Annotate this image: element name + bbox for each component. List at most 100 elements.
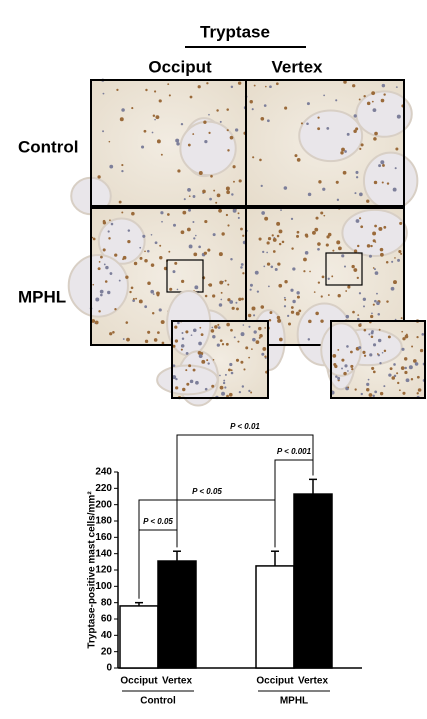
cell (337, 294, 341, 298)
cell (202, 189, 206, 194)
cell (121, 211, 124, 214)
cell (135, 297, 138, 300)
cell (404, 370, 408, 375)
cell (314, 227, 319, 232)
cell (144, 339, 149, 344)
cell (366, 199, 370, 203)
cell (237, 212, 240, 215)
cell (212, 233, 216, 237)
cell (358, 292, 362, 295)
cell (104, 280, 108, 283)
cell (366, 101, 371, 106)
cell (315, 311, 319, 316)
cell (181, 337, 185, 340)
cell (143, 129, 147, 133)
cell (211, 326, 214, 329)
cell (368, 393, 373, 397)
cell (208, 131, 211, 134)
cell (317, 127, 321, 131)
cell (188, 195, 191, 198)
cell (131, 107, 134, 110)
cell (204, 140, 208, 144)
cell (154, 90, 157, 93)
cell (337, 349, 340, 351)
cell (230, 85, 234, 89)
cell (318, 180, 322, 184)
cell (167, 213, 170, 216)
x-tick-label: Occiput (256, 676, 294, 687)
cell (233, 336, 236, 339)
cell (226, 108, 229, 111)
annotation: P < 0.05 (192, 487, 222, 496)
cell (150, 263, 155, 267)
cell (256, 290, 260, 293)
cell (309, 270, 311, 273)
bar (119, 605, 159, 669)
cell (400, 252, 403, 255)
cell (211, 384, 215, 388)
cell (402, 391, 406, 395)
y-tick-label: 20 (101, 646, 113, 657)
cell (233, 180, 235, 183)
cell (209, 197, 212, 201)
cell (232, 208, 237, 213)
cell (144, 305, 148, 309)
cell (118, 200, 122, 204)
cell (227, 368, 231, 372)
cell (172, 375, 177, 380)
cell (386, 182, 390, 185)
cell (317, 116, 320, 119)
cell (359, 192, 363, 197)
cell (189, 379, 194, 384)
cell (95, 297, 100, 302)
cell (271, 234, 274, 237)
cell (363, 305, 366, 308)
cell (238, 390, 242, 394)
cell (262, 250, 265, 254)
cell (357, 244, 360, 248)
cell (226, 129, 229, 132)
cell (236, 307, 239, 311)
cell (283, 186, 288, 190)
cell (383, 93, 386, 96)
cell (251, 108, 254, 111)
cell (413, 360, 416, 363)
cell (357, 317, 360, 321)
cell (180, 230, 185, 235)
cell (103, 263, 106, 266)
cell (347, 386, 350, 389)
bar (157, 560, 197, 669)
cell (350, 350, 353, 354)
cell (190, 334, 193, 337)
y-tick-label: 220 (95, 483, 112, 494)
cell (398, 389, 401, 392)
group-label: Control (140, 696, 176, 707)
cell (288, 322, 292, 326)
cell (321, 275, 325, 279)
follicle (67, 253, 129, 318)
cell (383, 225, 387, 229)
cell (371, 91, 376, 96)
cell (141, 145, 145, 149)
cell (187, 143, 191, 147)
cell (224, 279, 227, 282)
cell (267, 285, 270, 288)
cell (150, 233, 153, 236)
annotation: P < 0.05 (143, 517, 173, 526)
cell (369, 353, 373, 357)
cell (341, 147, 345, 152)
cell (276, 315, 281, 320)
cell (218, 252, 223, 257)
follicle (97, 217, 146, 265)
cell (207, 362, 210, 365)
cell (290, 306, 294, 309)
micrograph-frame (245, 79, 405, 207)
cell (267, 237, 272, 241)
cell (154, 118, 156, 121)
cell (370, 244, 373, 248)
cell (245, 346, 249, 350)
cell (248, 389, 251, 393)
cell (356, 276, 359, 280)
cell (341, 254, 345, 258)
cell (110, 222, 114, 226)
